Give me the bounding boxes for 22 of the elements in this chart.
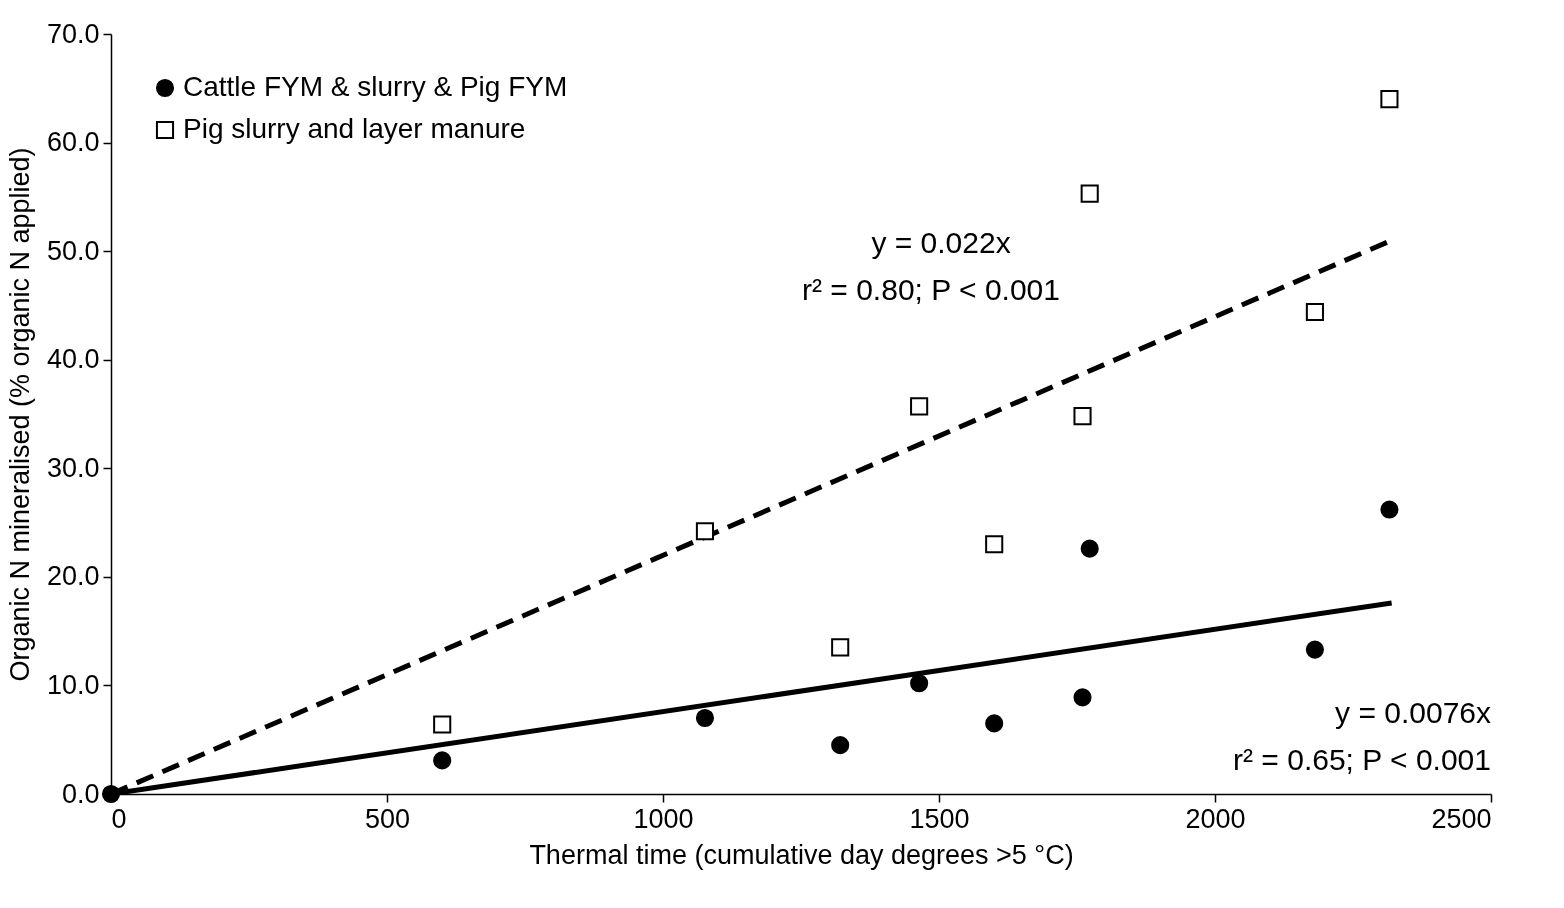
y-tick-label: 70.0 xyxy=(46,18,100,49)
annotation: r² = 0.80; P < 0.001 xyxy=(802,273,1060,306)
y-tick-label: 20.0 xyxy=(46,561,100,592)
annotation: y = 0.0076x xyxy=(1335,696,1491,729)
annotation: r² = 0.65; P < 0.001 xyxy=(1233,743,1491,776)
legend-label: Cattle FYM & slurry & Pig FYM xyxy=(183,71,568,102)
y-tick-label: 40.0 xyxy=(46,344,100,375)
x-tick-label: 0 xyxy=(111,803,127,834)
x-tick-label: 500 xyxy=(364,803,411,834)
y-tick-label: 60.0 xyxy=(46,127,100,158)
y-axis-title: Organic N mineralised (% organic N applied) xyxy=(4,147,35,682)
x-tick-label: 1000 xyxy=(633,803,694,834)
y-tick-label: 30.0 xyxy=(46,452,100,483)
x-tick-label: 1500 xyxy=(909,803,970,834)
x-tick-label: 2500 xyxy=(1431,803,1492,834)
y-tick-label: 0.0 xyxy=(61,778,100,809)
annotation: y = 0.022x xyxy=(871,226,1011,259)
x-axis-title: Thermal time (cumulative day degrees >5 °C) xyxy=(529,839,1074,870)
legend-label: Pig slurry and layer manure xyxy=(183,113,526,144)
y-tick-label: 50.0 xyxy=(46,235,100,266)
y-tick-label: 10.0 xyxy=(46,669,100,700)
x-tick-label: 2000 xyxy=(1185,803,1246,834)
